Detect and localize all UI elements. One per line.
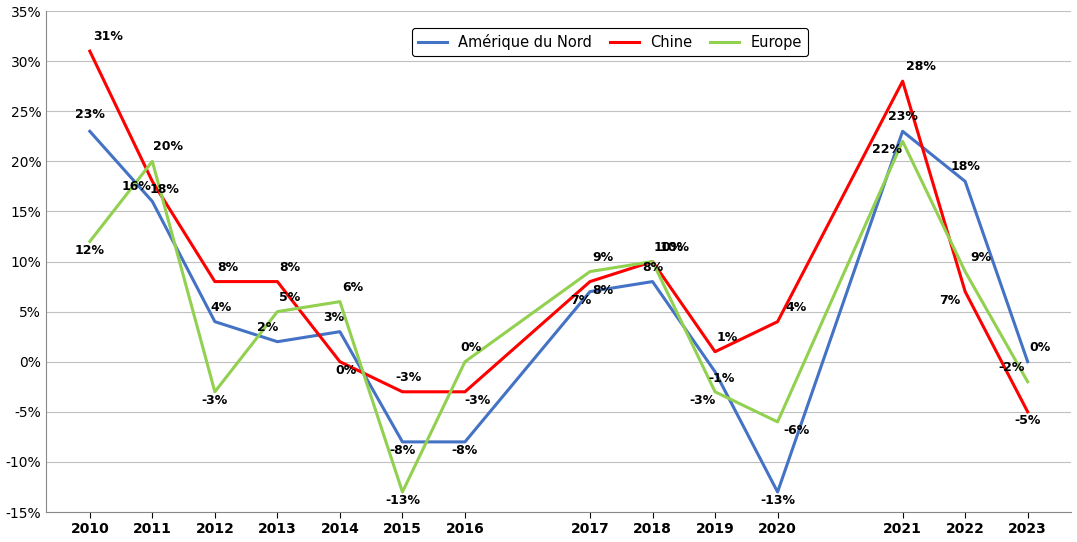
Text: 16%: 16% (122, 180, 152, 193)
Europe (334, 298, 347, 305)
Europe (145, 158, 158, 165)
Text: -8%: -8% (389, 444, 416, 457)
Chine (396, 389, 409, 395)
Text: 8%: 8% (216, 261, 238, 274)
Amérique du Nord (459, 438, 472, 445)
Text: 28%: 28% (907, 60, 936, 73)
Text: -3%: -3% (201, 394, 228, 407)
Chine (896, 78, 909, 85)
Chine (145, 178, 158, 185)
Text: 23%: 23% (75, 108, 104, 121)
Text: 18%: 18% (950, 160, 980, 173)
Europe (271, 308, 284, 315)
Amérique du Nord (145, 198, 158, 205)
Text: 12%: 12% (74, 243, 104, 256)
Text: 0%: 0% (461, 341, 481, 354)
Amérique du Nord (584, 288, 597, 295)
Text: 7%: 7% (939, 294, 961, 307)
Amérique du Nord (83, 128, 96, 134)
Text: -8%: -8% (452, 444, 478, 457)
Chine (584, 279, 597, 285)
Europe (709, 389, 722, 395)
Text: 22%: 22% (872, 143, 903, 156)
Amérique du Nord (1021, 358, 1034, 365)
Text: 4%: 4% (786, 301, 807, 314)
Europe (396, 489, 409, 495)
Text: -6%: -6% (783, 424, 810, 437)
Text: 7%: 7% (570, 294, 591, 307)
Text: -13%: -13% (384, 494, 420, 507)
Text: 9%: 9% (970, 250, 991, 263)
Text: 6%: 6% (341, 281, 363, 294)
Europe (646, 259, 659, 265)
Chine (1021, 409, 1034, 415)
Text: 0%: 0% (1030, 341, 1051, 354)
Text: 4%: 4% (210, 301, 232, 314)
Europe (771, 418, 784, 425)
Europe (584, 268, 597, 275)
Text: 8%: 8% (592, 283, 613, 296)
Europe (1021, 378, 1034, 385)
Text: 0%: 0% (336, 364, 356, 377)
Chine (83, 48, 96, 54)
Text: 20%: 20% (153, 140, 183, 153)
Text: 1%: 1% (717, 331, 738, 344)
Text: -2%: -2% (998, 361, 1025, 374)
Europe (959, 268, 971, 275)
Text: -1%: -1% (708, 372, 735, 385)
Amérique du Nord (959, 178, 971, 185)
Chine (959, 288, 971, 295)
Text: 9%: 9% (592, 250, 613, 263)
Text: 18%: 18% (150, 183, 180, 196)
Text: 10%: 10% (653, 241, 683, 254)
Text: 8%: 8% (642, 261, 663, 274)
Line: Chine: Chine (89, 51, 1027, 412)
Text: -3%: -3% (689, 394, 716, 407)
Chine (208, 279, 221, 285)
Amérique du Nord (396, 438, 409, 445)
Amérique du Nord (771, 489, 784, 495)
Chine (334, 358, 347, 365)
Text: -13%: -13% (760, 494, 795, 507)
Text: 31%: 31% (94, 30, 124, 43)
Chine (271, 279, 284, 285)
Amérique du Nord (709, 369, 722, 375)
Europe (896, 138, 909, 145)
Amérique du Nord (646, 279, 659, 285)
Text: -5%: -5% (1015, 414, 1040, 427)
Line: Europe: Europe (89, 141, 1027, 492)
Europe (208, 389, 221, 395)
Text: -3%: -3% (464, 394, 491, 407)
Legend: Amérique du Nord, Chine, Europe: Amérique du Nord, Chine, Europe (411, 28, 808, 56)
Europe (83, 238, 96, 245)
Text: 23%: 23% (887, 110, 918, 123)
Chine (709, 349, 722, 355)
Europe (459, 358, 472, 365)
Amérique du Nord (208, 318, 221, 325)
Amérique du Nord (896, 128, 909, 134)
Text: -3%: -3% (395, 371, 422, 384)
Chine (771, 318, 784, 325)
Chine (646, 259, 659, 265)
Amérique du Nord (271, 338, 284, 345)
Amérique du Nord (334, 328, 347, 335)
Text: 8%: 8% (279, 261, 300, 274)
Text: 5%: 5% (279, 291, 300, 304)
Chine (459, 389, 472, 395)
Text: 2%: 2% (257, 321, 279, 334)
Text: 10%: 10% (659, 241, 689, 254)
Line: Amérique du Nord: Amérique du Nord (89, 131, 1027, 492)
Text: 3%: 3% (323, 311, 345, 324)
